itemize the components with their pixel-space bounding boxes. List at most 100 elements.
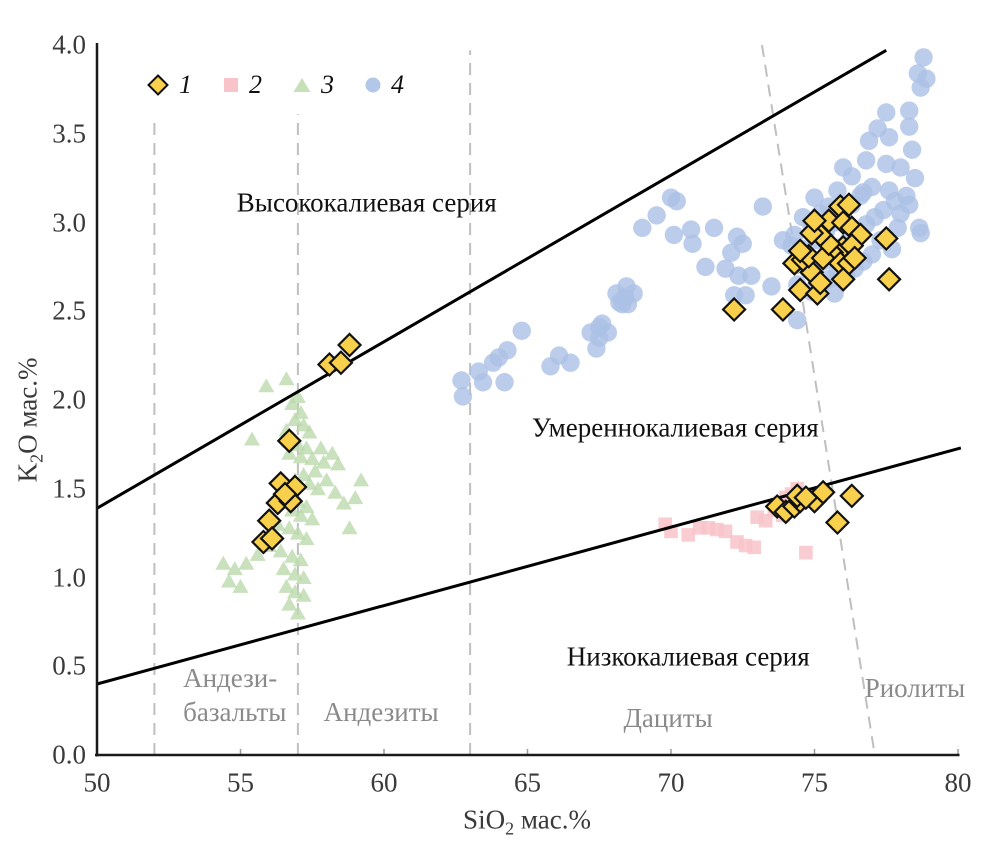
x-tick-label: 75 bbox=[801, 767, 828, 798]
data-point-triangles bbox=[330, 456, 347, 471]
data-point-circles bbox=[825, 284, 844, 303]
data-point-triangles bbox=[298, 499, 315, 513]
data-point-diamonds bbox=[276, 428, 302, 454]
data-point-circles bbox=[900, 101, 919, 120]
data-point-triangles bbox=[353, 472, 370, 487]
data-point-triangles bbox=[307, 463, 324, 478]
data-point-triangles bbox=[292, 552, 309, 567]
data-point-triangles bbox=[278, 578, 295, 593]
x-axis-title-prefix: SiO bbox=[463, 804, 506, 835]
data-point-triangles bbox=[347, 490, 364, 505]
data-point-circles bbox=[495, 373, 514, 392]
data-point-diamonds bbox=[770, 296, 796, 323]
data-point-triangles bbox=[312, 440, 329, 455]
data-point-diamonds bbox=[337, 332, 363, 358]
data-point-diamonds bbox=[807, 270, 833, 296]
data-point-circles bbox=[453, 387, 473, 406]
data-point-diamonds bbox=[839, 483, 865, 509]
data-point-circles bbox=[900, 195, 919, 214]
data-point-triangles bbox=[327, 484, 344, 499]
data-point-circles bbox=[722, 243, 741, 262]
data-point-circles bbox=[905, 168, 925, 188]
data-point-circles bbox=[891, 158, 910, 177]
series-field-label: Высококалиевая серия bbox=[236, 187, 497, 218]
rock-type-label: Андезиты bbox=[323, 697, 439, 728]
y-tick-label: 0.5 bbox=[52, 650, 86, 681]
x-tick-label: 50 bbox=[83, 767, 111, 798]
rock-type-label: Дациты bbox=[623, 702, 713, 733]
data-point-circles bbox=[598, 323, 618, 342]
y-tick-label: 2.5 bbox=[52, 295, 86, 326]
data-point-circles bbox=[828, 181, 847, 200]
data-point-squares bbox=[799, 545, 813, 560]
data-point-diamonds bbox=[259, 525, 285, 552]
data-point-diamonds bbox=[721, 296, 747, 323]
data-point-triangles bbox=[284, 396, 301, 411]
data-point-diamonds bbox=[793, 485, 819, 511]
data-point-triangles bbox=[243, 431, 260, 446]
square-icon bbox=[224, 78, 238, 92]
x-tick-label: 55 bbox=[227, 767, 254, 798]
data-point-circles bbox=[667, 192, 686, 211]
data-point-triangles bbox=[258, 378, 275, 393]
diamond-icon bbox=[147, 74, 169, 96]
data-point-triangles bbox=[281, 520, 298, 535]
data-point-triangles bbox=[295, 587, 312, 602]
data-point-diamonds bbox=[801, 208, 828, 234]
data-point-circles bbox=[729, 266, 748, 285]
data-point-circles bbox=[762, 277, 781, 296]
data-point-triangles bbox=[324, 445, 341, 460]
legend-item-3: 3 bbox=[292, 70, 334, 100]
data-point-squares bbox=[681, 528, 696, 542]
data-point-triangles bbox=[226, 561, 243, 576]
y-tick-label: 3.5 bbox=[52, 118, 86, 149]
data-point-diamonds bbox=[328, 350, 354, 376]
data-point-triangles bbox=[238, 555, 255, 570]
y-axis-title-suffix: O мас.% bbox=[12, 357, 43, 454]
data-point-triangles bbox=[335, 495, 352, 510]
data-point-circles bbox=[724, 286, 744, 305]
data-point-diamonds bbox=[787, 238, 813, 264]
data-point-circles bbox=[452, 371, 471, 390]
series-field-label: Низкокалиевая серия bbox=[566, 641, 810, 672]
data-point-triangles bbox=[281, 596, 298, 611]
data-point-squares bbox=[758, 513, 773, 528]
data-point-triangles bbox=[289, 605, 306, 620]
y-axis-title-sub: 2 bbox=[26, 453, 47, 463]
y-tick-label: 1.5 bbox=[52, 473, 86, 504]
data-point-diamonds bbox=[876, 266, 902, 292]
data-point-circles bbox=[704, 218, 724, 238]
data-point-triangles bbox=[304, 451, 321, 466]
data-point-triangles bbox=[221, 573, 238, 588]
data-point-circles bbox=[587, 339, 606, 358]
data-point-circles bbox=[753, 197, 773, 216]
data-point-triangles bbox=[249, 546, 266, 561]
data-point-circles bbox=[498, 341, 517, 360]
series-field-label: Умереннокалиевая серия bbox=[531, 412, 819, 443]
x-tick-label: 70 bbox=[657, 767, 685, 798]
data-point-triangles bbox=[315, 454, 332, 469]
data-point-triangles bbox=[287, 566, 304, 581]
data-point-circles bbox=[888, 218, 907, 238]
data-point-triangles bbox=[304, 511, 321, 526]
legend-item-2: 2 bbox=[222, 70, 262, 100]
data-point-circles bbox=[681, 220, 701, 239]
data-point-diamonds bbox=[830, 266, 856, 292]
data-point-triangles bbox=[295, 467, 312, 482]
data-point-triangles bbox=[232, 578, 249, 593]
data-point-circles bbox=[633, 218, 652, 238]
x-axis-title-suffix: мас.% bbox=[514, 804, 591, 835]
data-point-triangles bbox=[272, 543, 289, 558]
data-point-circles bbox=[742, 266, 761, 285]
x-tick-label: 60 bbox=[370, 767, 398, 798]
data-point-diamonds bbox=[842, 245, 868, 271]
data-point-circles bbox=[613, 294, 632, 314]
legend-label-1: 1 bbox=[179, 70, 192, 99]
data-point-circles bbox=[900, 117, 919, 136]
data-point-triangles bbox=[292, 449, 309, 464]
data-point-circles bbox=[561, 353, 580, 372]
data-point-circles bbox=[512, 321, 531, 340]
data-point-circles bbox=[805, 188, 824, 207]
circle-icon bbox=[365, 77, 381, 93]
